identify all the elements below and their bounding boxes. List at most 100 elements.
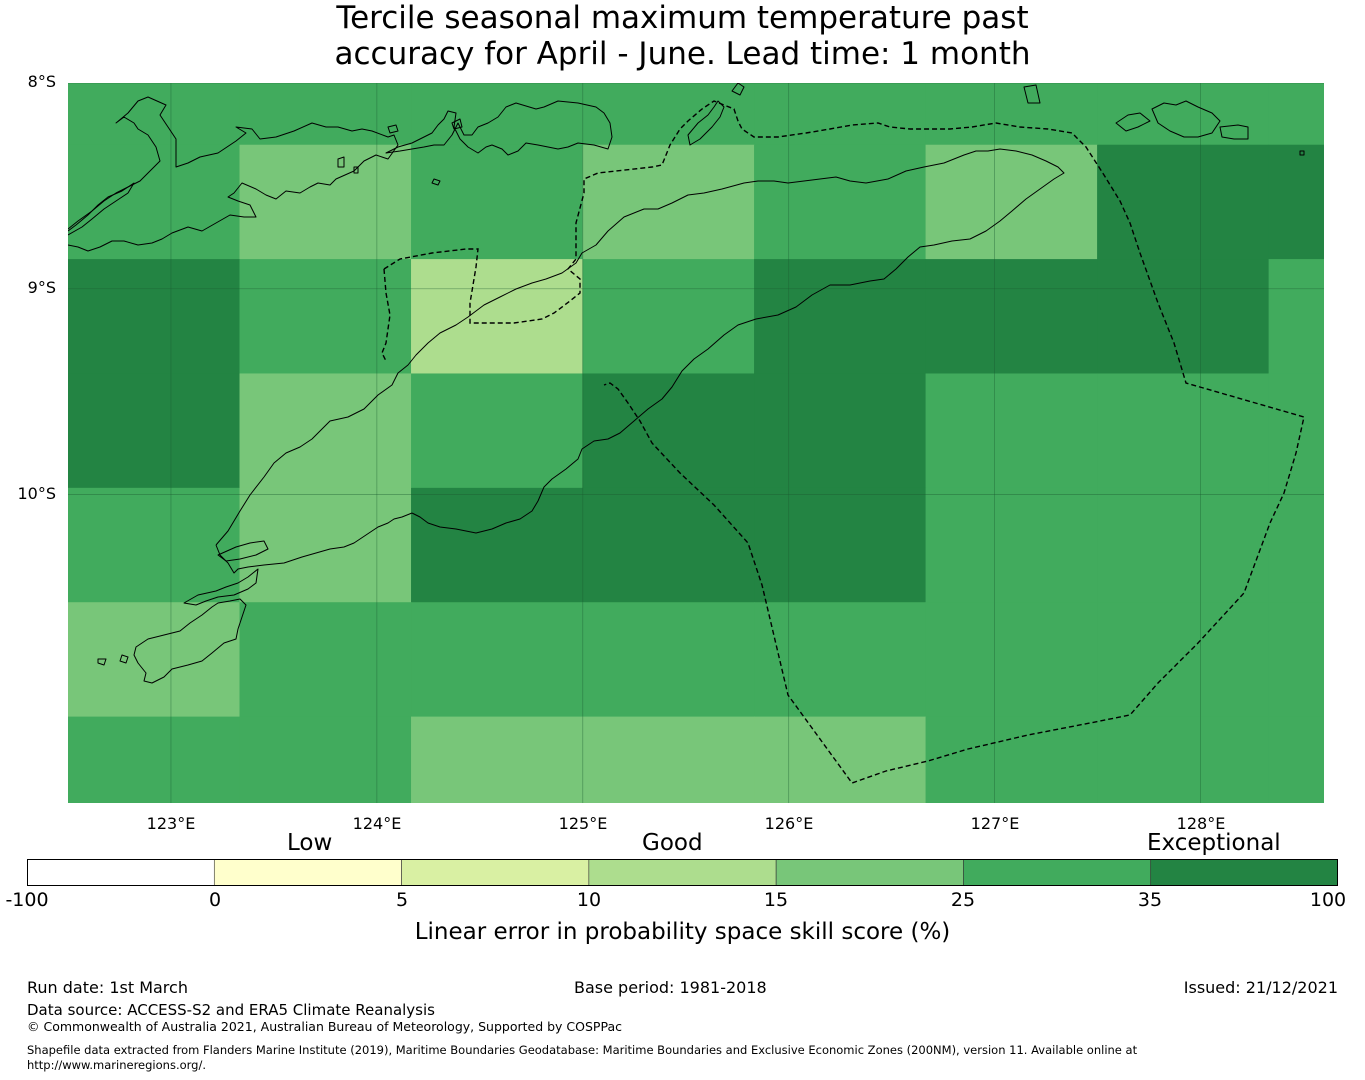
grid-cell [754,373,927,489]
grid-cell [1268,373,1324,489]
grid-cell [925,259,1098,374]
grid-cell [68,602,241,718]
coastline-timor [215,148,1065,546]
grid-cell [582,144,755,260]
grid-cell [582,716,755,803]
coastline-timor-sw [217,540,269,562]
colorbar-tick: 5 [395,889,409,911]
coastline-babar-2 [1151,100,1221,138]
skill-grid-cells [68,83,1324,803]
grid-cell [68,259,241,374]
grid-cell [239,144,412,260]
grid-cell [1268,259,1324,374]
coastline-flores-south [68,182,135,236]
grid-cell [754,144,927,260]
grid-cell [68,373,241,489]
grid-cell [68,144,241,260]
lat-label-8s: 8°S [27,72,56,91]
coastline-islet-4 [431,178,441,186]
run-date: Run date: 1st March [27,978,188,997]
grid-cell [68,83,241,146]
colorbar-tick: 100 [1309,889,1347,911]
coastline-islet-7 [1023,84,1041,104]
colorbar-tick: 25 [950,889,976,911]
grid-cell [754,716,927,803]
colorbar-bin [588,859,777,886]
grid-cell [754,83,927,146]
coastline-islet-5 [387,124,399,134]
coastline-islet-10 [1219,124,1249,140]
grid-cell [925,602,1098,718]
grid-cell [411,602,584,718]
lon-label-128e: 128°E [1176,814,1226,833]
grid-cell [925,144,1098,260]
coastline-savu [133,598,247,684]
colorbar-title: Linear error in probability space skill … [414,919,951,945]
grid-cell [925,487,1098,603]
colorbar-bin [1150,859,1338,886]
shapefile-credit-line-1: Shapefile data extracted from Flanders M… [27,1043,1138,1057]
grid-cell [925,716,1098,803]
grid-cell [411,83,584,146]
skill-score-map [68,83,1324,803]
lon-label-125e: 125°E [558,814,608,833]
shapefile-credit-line-2: http://www.marineregions.org/. [27,1058,206,1072]
coastline-islet-9 [119,654,129,664]
grid-cell [239,487,412,603]
grid-cell [1097,487,1270,603]
grid-cell [1097,716,1270,803]
lon-label-127e: 127°E [970,814,1020,833]
colorbar-category-good: Good [642,830,703,856]
issued-date: Issued: 21/12/2021 [1183,978,1338,997]
lat-label-10s: 10°S [17,484,56,503]
grid-cell [1097,144,1270,260]
grid-cell [1097,259,1270,374]
grid-cell [411,716,584,803]
lon-label-123e: 123°E [146,814,196,833]
coastlines [68,83,1305,684]
coastline-semau [215,512,413,574]
grid-cell [411,259,584,374]
grid-cell [1268,487,1324,603]
colorbar-bin [775,859,964,886]
colorbar-bin [963,859,1152,886]
colorbar-tick: 0 [208,889,222,911]
colorbar-category-low: Low [287,830,333,856]
coastline-babar [1115,112,1151,132]
grid-cell [1097,602,1270,718]
grid-cell [925,83,1098,146]
grid-cell [1097,83,1270,146]
coastline-rote [183,568,259,606]
grid-cell [754,602,927,718]
lon-label-124e: 124°E [352,814,402,833]
grid-cell [754,259,927,374]
grid-cell [1268,83,1324,146]
grid-cell [1268,602,1324,718]
grid-cell [582,487,755,603]
coastline-islet-1 [337,156,345,168]
colorbar-tick: 15 [763,889,789,911]
map-title: Tercile seasonal maximum temperature pas… [0,0,1365,72]
coastline-islet-8 [97,658,107,666]
colorbar-tick: 10 [576,889,602,911]
grid-cell [411,373,584,489]
coastline-alor [385,100,613,156]
grid-cell [239,373,412,489]
grid-cell [582,373,755,489]
coastline-islet-11 [1299,150,1305,156]
lat-label-9s: 9°S [27,278,56,297]
colorbar-bin [27,859,215,886]
grid-cell [582,602,755,718]
grid-cell [68,716,241,803]
data-source: Data source: ACCESS-S2 and ERA5 Climate … [27,1001,435,1019]
colorbar-tick: -100 [5,889,49,911]
grid-cell [239,259,412,374]
base-period: Base period: 1981-2018 [574,978,767,997]
maritime-boundaries [381,100,1305,784]
grid-cell [1097,373,1270,489]
grid-cell [411,487,584,603]
coastline-islet-3 [451,118,463,130]
grid-cell [582,83,755,146]
lon-label-126e: 126°E [764,814,814,833]
grid-cell [411,144,584,260]
